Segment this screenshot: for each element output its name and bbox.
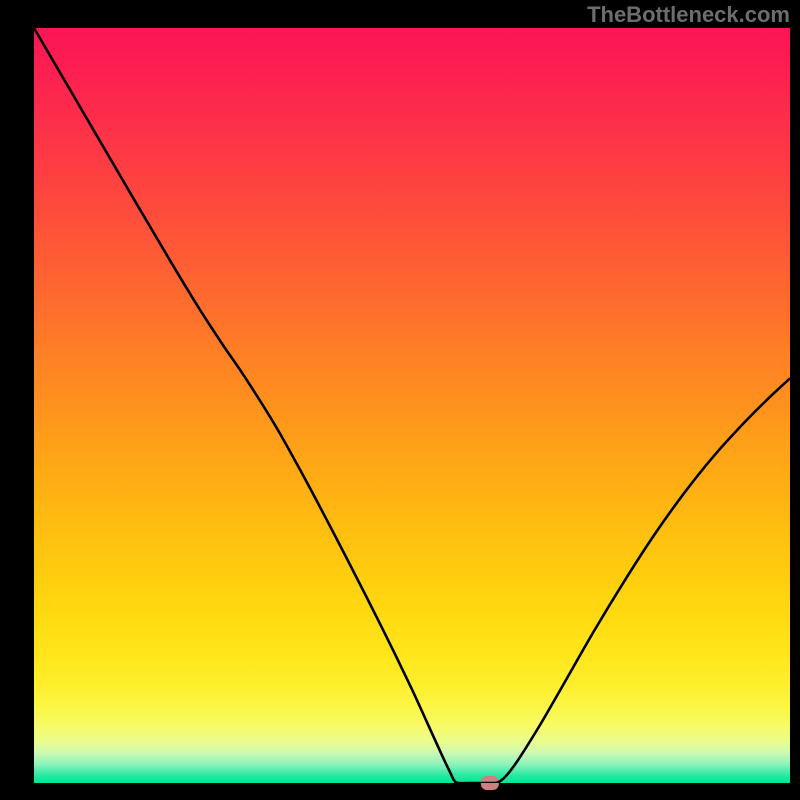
chart-container: TheBottleneck.com	[0, 0, 800, 800]
plot-background	[34, 28, 790, 783]
watermark-text: TheBottleneck.com	[587, 2, 790, 27]
bottleneck-chart: TheBottleneck.com	[0, 0, 800, 800]
